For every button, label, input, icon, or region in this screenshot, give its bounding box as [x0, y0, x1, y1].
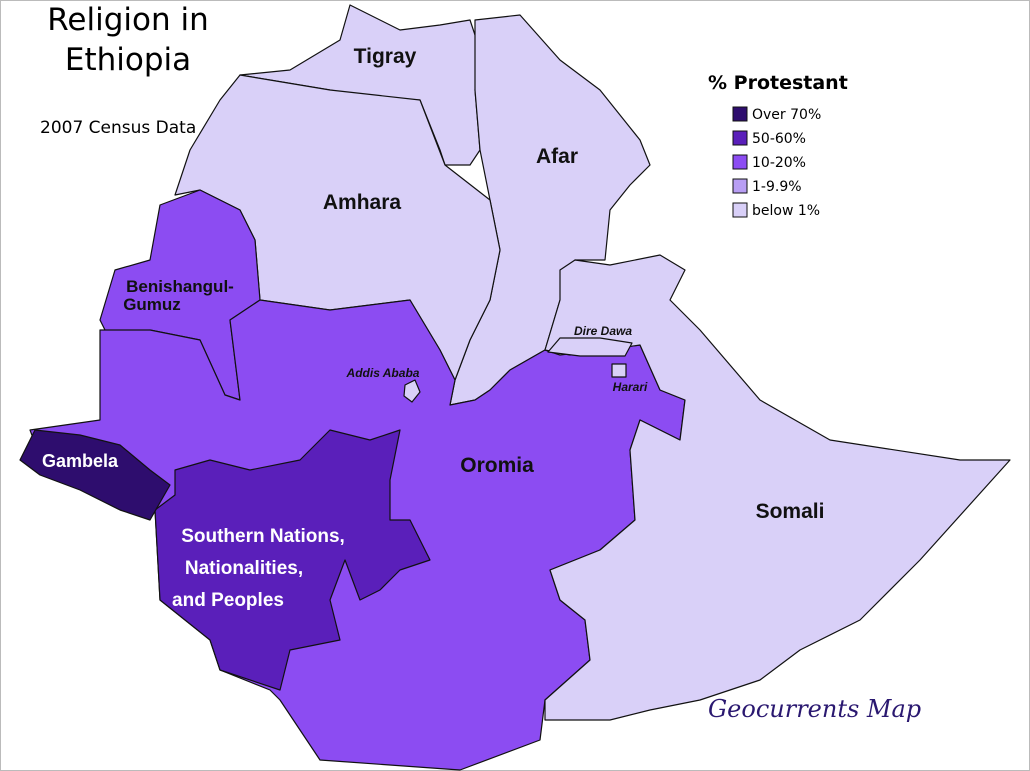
region-label: Tigray	[354, 45, 417, 68]
legend-label: Over 70%	[752, 107, 821, 123]
region-label: Gambela	[42, 451, 119, 471]
region-label: Addis Ababa	[346, 366, 420, 380]
legend-label: 50-60%	[752, 131, 806, 147]
legend-swatch	[732, 130, 748, 146]
region-addis-ababa	[403, 379, 421, 403]
region-label: Southern Nations,	[181, 526, 345, 547]
region-label: Benishangul-	[126, 277, 234, 296]
title: Ethiopia	[65, 42, 191, 78]
legend: Over 70% 50-60% 10-20% 1-9.9% below 1%	[732, 106, 821, 219]
legend-swatch	[732, 178, 748, 194]
legend-label: 10-20%	[752, 155, 806, 171]
title: Religion in	[47, 2, 208, 38]
region-label: Harari	[613, 380, 648, 394]
region-harari	[611, 363, 627, 378]
subtitle: 2007 Census Data	[40, 118, 196, 138]
legend-swatch	[732, 154, 748, 170]
region-snnp	[154, 429, 431, 691]
region-label: Dire Dawa	[574, 324, 632, 338]
region-somali	[544, 254, 1011, 721]
region-label: Gumuz	[123, 295, 181, 314]
region-dire-dawa	[547, 337, 633, 357]
region-label: and Peoples	[172, 590, 284, 611]
legend-label: 1-9.9%	[752, 179, 802, 195]
region-label: Oromia	[460, 454, 534, 477]
legend-label: below 1%	[752, 203, 820, 219]
legend-swatch	[732, 106, 748, 122]
region-gambela	[19, 429, 171, 521]
region-label: Nationalities,	[185, 558, 303, 579]
legend-title: % Protestant	[708, 72, 848, 94]
region-label: Afar	[536, 145, 578, 168]
credit: Geocurrents Map	[708, 695, 921, 723]
region-label: Amhara	[323, 191, 402, 214]
region-label: Somali	[756, 500, 825, 523]
legend-swatch	[732, 202, 748, 218]
